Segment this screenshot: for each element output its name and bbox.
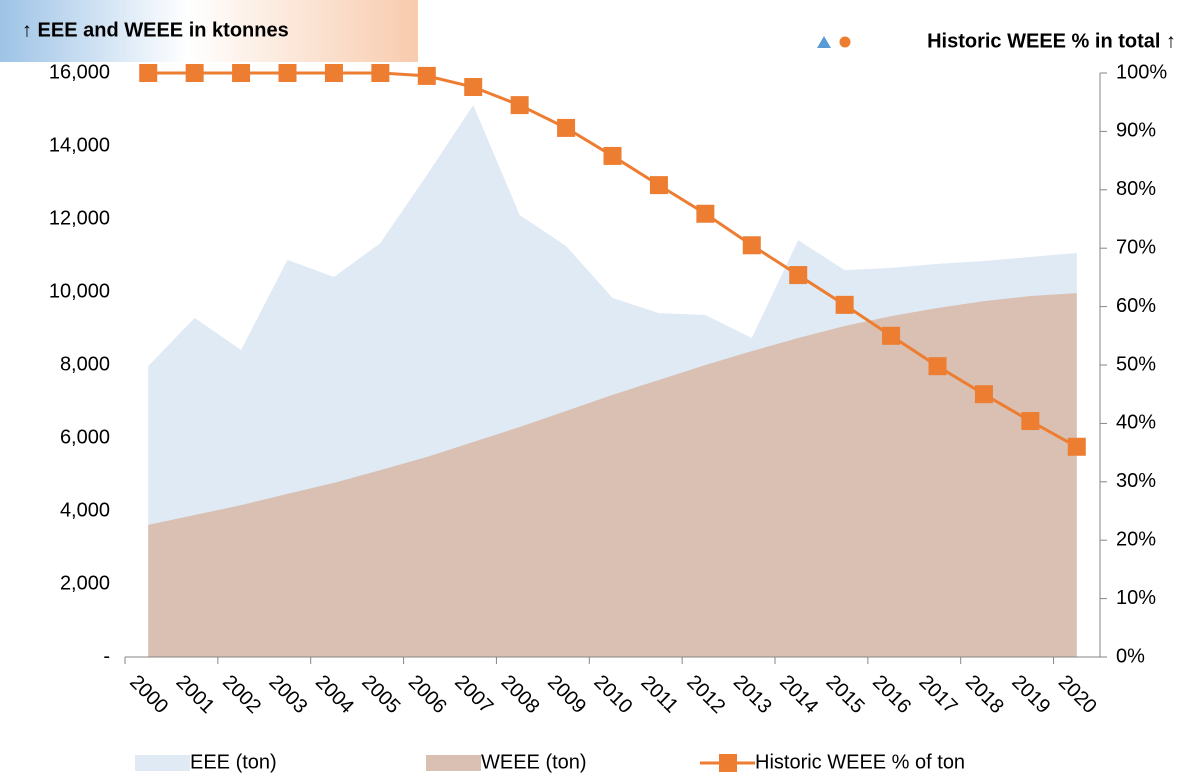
y2-tick-label: 50% (1116, 353, 1156, 375)
y-tick-label: 6,000 (60, 426, 110, 448)
marker (185, 64, 204, 82)
x-tick-label: 2017 (914, 671, 961, 718)
y-tick-label: - (103, 645, 110, 667)
legend-swatch (135, 755, 190, 771)
y2-tick-label: 90% (1116, 120, 1156, 142)
x-tick-label: 2004 (311, 671, 358, 718)
area (148, 293, 1077, 657)
y2-tick-label: 20% (1116, 528, 1156, 550)
x-tick-label: 2011 (636, 672, 682, 718)
marker (371, 64, 390, 82)
y2-tick-label: 30% (1116, 470, 1156, 492)
marker (557, 118, 576, 137)
x-tick-label: 2002 (218, 671, 265, 718)
y2-tick-label: 70% (1116, 236, 1156, 258)
marker (139, 64, 158, 82)
marker (1067, 437, 1086, 456)
marker (835, 295, 854, 314)
marker (417, 66, 436, 85)
marker (278, 64, 297, 82)
x-tick-label: 2006 (404, 671, 451, 718)
marker (696, 204, 715, 223)
y2-tick-label: 0% (1116, 645, 1145, 667)
y-tick-label: 8,000 (60, 353, 110, 375)
marker (882, 326, 901, 345)
triangle-icon (817, 36, 831, 48)
legend-label: Historic WEEE % of ton (755, 751, 965, 773)
x-tick-label: 2007 (450, 671, 497, 718)
legend-marker (719, 754, 737, 772)
marker (974, 385, 993, 404)
chart-title: ↑ EEE and WEEE in ktonnes (22, 19, 289, 41)
y2-tick-label: 40% (1116, 412, 1156, 434)
legend-label: WEEE (ton) (481, 751, 587, 773)
x-tick-label: 2012 (682, 671, 729, 718)
y-tick-label: 10,000 (49, 280, 110, 302)
x-tick-label: 2020 (1054, 671, 1101, 718)
x-tick-label: 2000 (125, 671, 172, 718)
marker (649, 176, 668, 195)
y2-tick-label: 10% (1116, 587, 1156, 609)
y2-tick-label: 60% (1116, 295, 1156, 317)
x-tick-label: 2001 (172, 671, 219, 718)
y2-tick-label: 80% (1116, 178, 1156, 200)
y2-tick-label: 100% (1116, 61, 1167, 83)
x-tick-label: 2013 (729, 671, 776, 718)
x-tick-label: 2019 (1007, 671, 1054, 718)
marker (232, 64, 251, 82)
x-tick-label: 2009 (543, 671, 590, 718)
legend-label: EEE (ton) (190, 751, 277, 773)
y-tick-label: 16,000 (49, 61, 110, 83)
marker (464, 78, 483, 97)
circle-icon (839, 36, 851, 48)
marker (1021, 412, 1040, 431)
y-tick-label: 4,000 (60, 499, 110, 521)
marker (928, 357, 947, 376)
x-tick-label: 2010 (589, 671, 636, 718)
marker (742, 236, 761, 255)
x-tick-label: 2005 (357, 671, 404, 718)
marker (789, 266, 808, 285)
title-box (0, 0, 418, 62)
x-tick-label: 2016 (868, 671, 915, 718)
x-tick-label: 2003 (264, 671, 311, 718)
x-tick-label: 2015 (822, 671, 869, 718)
x-tick-label: 2008 (497, 671, 544, 718)
marker (510, 96, 529, 115)
y-tick-label: 14,000 (49, 134, 110, 156)
legend-swatch (426, 755, 481, 771)
y-tick-label: 12,000 (49, 207, 110, 229)
y2-title: Historic WEEE % in total ↑ (927, 30, 1176, 52)
y-tick-label: 2,000 (60, 572, 110, 594)
marker (324, 64, 343, 82)
x-tick-label: 2014 (775, 671, 822, 718)
x-tick-label: 2018 (961, 671, 1008, 718)
marker (603, 146, 622, 165)
